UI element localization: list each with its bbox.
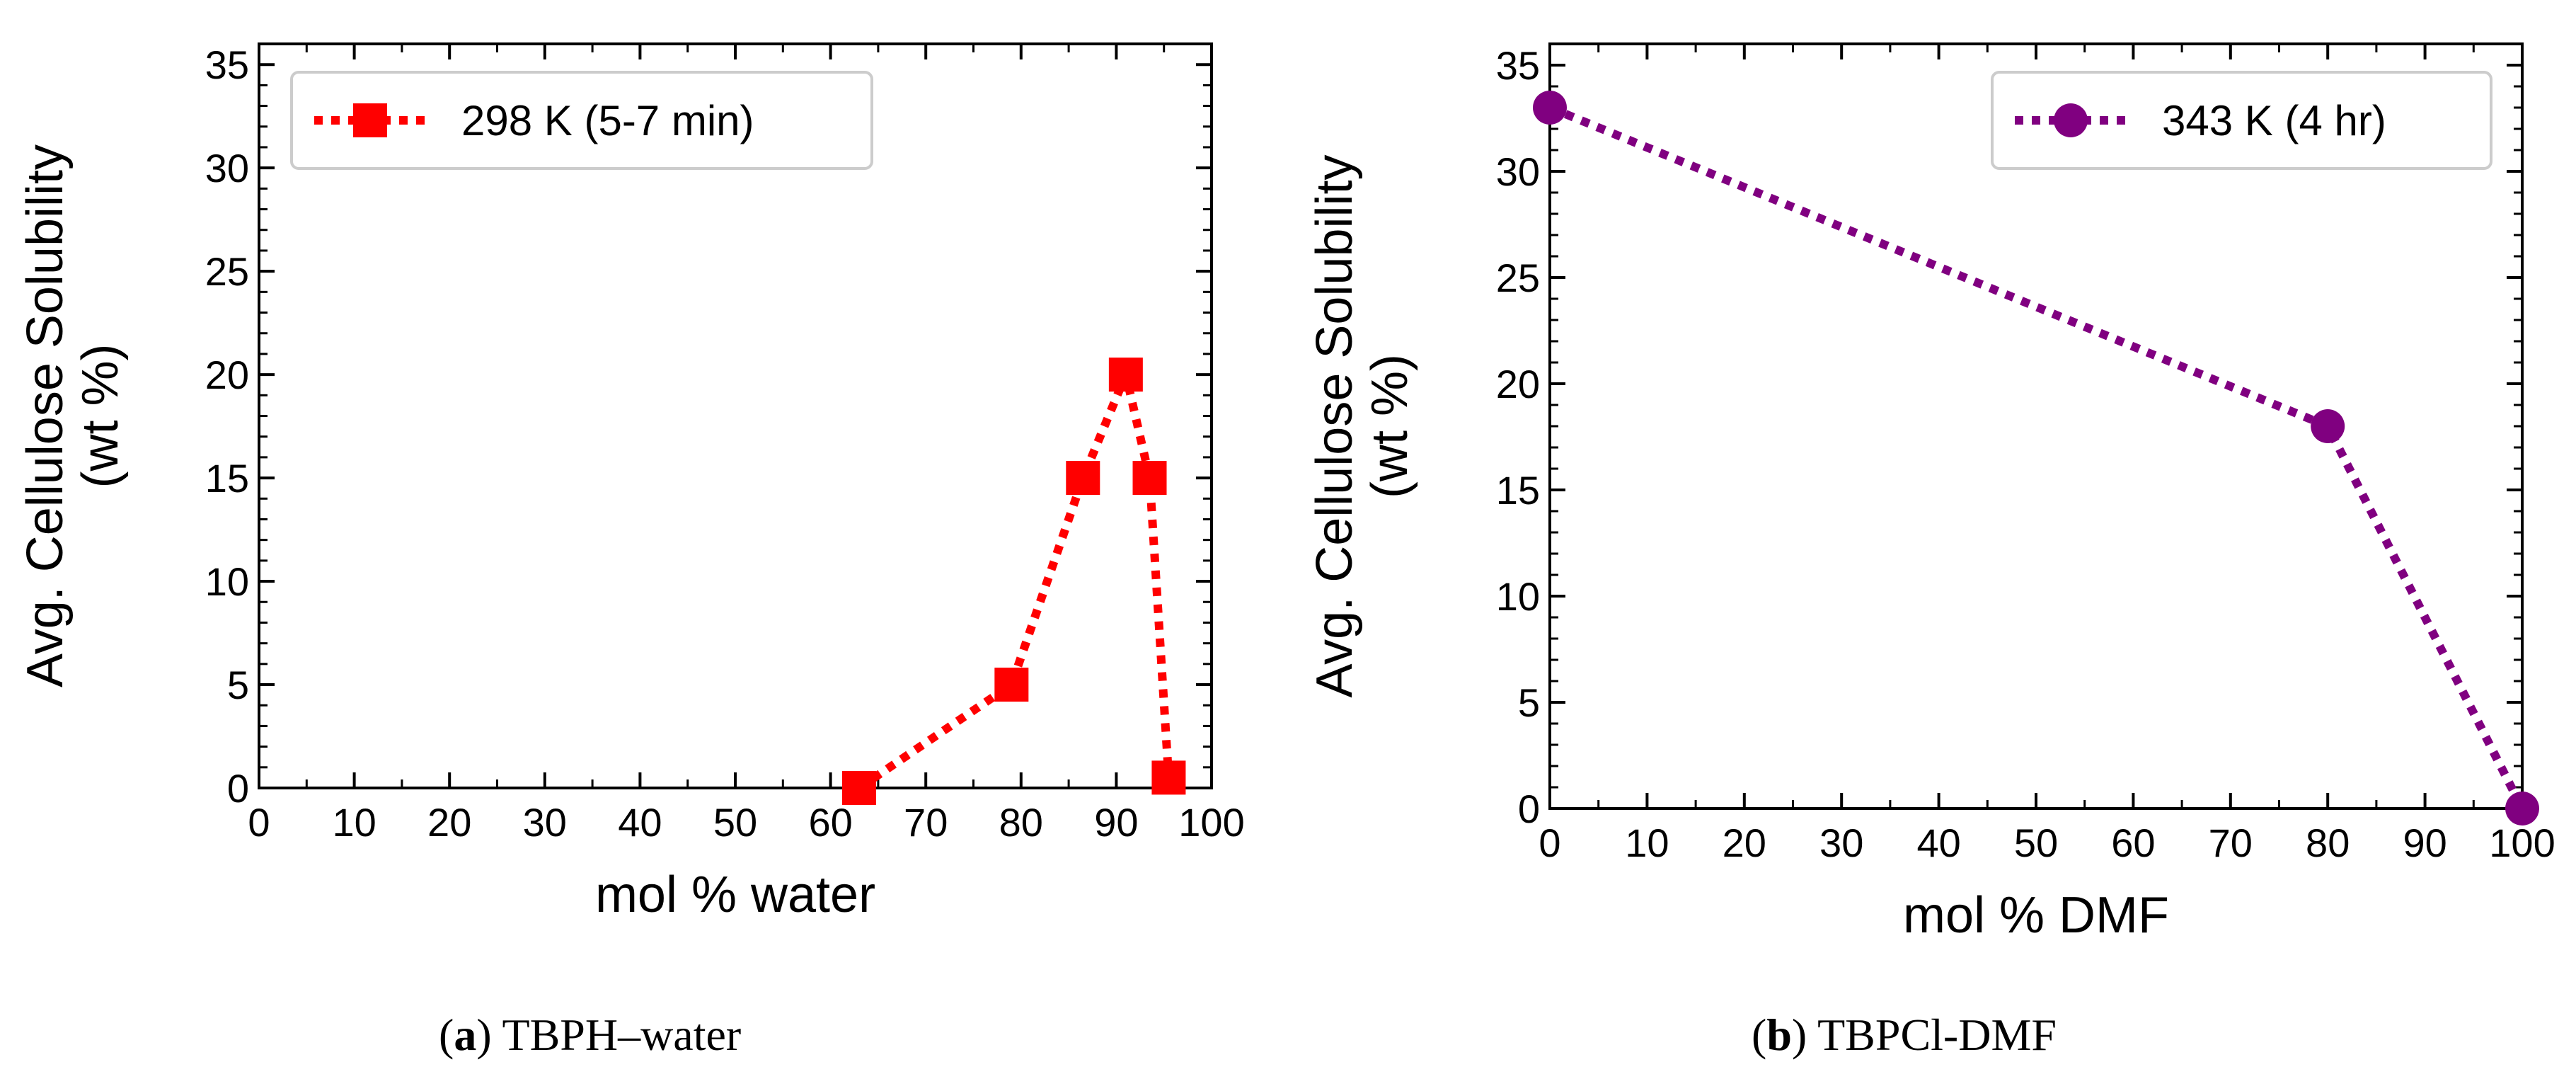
y-tick-label: 0 xyxy=(227,766,249,811)
x-tick-label: 60 xyxy=(808,800,852,845)
data-point xyxy=(2505,792,2539,826)
y-tick-label: 25 xyxy=(1496,256,1540,300)
x-tick-label: 80 xyxy=(2306,821,2350,865)
x-tick-label: 80 xyxy=(999,800,1043,845)
x-tick-label: 30 xyxy=(523,800,567,845)
data-point xyxy=(2311,409,2345,443)
data-point xyxy=(994,668,1029,702)
y-axis-label-units: (wt %) xyxy=(72,344,129,489)
x-tick-label: 30 xyxy=(1819,821,1863,865)
y-axis-label: Avg. Cellulose Solubility xyxy=(17,144,74,687)
x-tick-label: 40 xyxy=(1916,821,1960,865)
x-tick-label: 60 xyxy=(2111,821,2155,865)
y-tick-label: 15 xyxy=(1496,468,1540,513)
x-tick-label: 100 xyxy=(2489,821,2555,865)
panel-caption: (b) TBPCl-DMF xyxy=(1752,1010,2057,1060)
x-tick-label: 0 xyxy=(1539,821,1560,865)
y-tick-label: 5 xyxy=(1518,680,1540,725)
legend-box xyxy=(1991,71,2492,170)
y-tick-label: 15 xyxy=(205,456,249,501)
y-tick-label: 35 xyxy=(205,42,249,87)
x-axis-label: mol % water xyxy=(595,867,875,923)
y-tick-label: 0 xyxy=(1518,787,1540,831)
x-tick-label: 50 xyxy=(2014,821,2058,865)
x-tick-label: 0 xyxy=(248,800,270,845)
data-point xyxy=(1108,358,1143,392)
x-tick-label: 20 xyxy=(1723,821,1766,865)
data-point xyxy=(1533,91,1567,125)
y-tick-label: 30 xyxy=(1496,149,1540,194)
y-tick-label: 5 xyxy=(227,663,249,707)
y-axis-label: Avg. Cellulose Solubility xyxy=(1306,154,1363,697)
y-tick-label: 20 xyxy=(1496,362,1540,406)
series-line xyxy=(856,360,1173,792)
x-axis-label: mol % DMF xyxy=(1903,887,2169,944)
legend-marker xyxy=(2054,103,2088,137)
x-tick-label: 100 xyxy=(1178,800,1244,845)
chart-panel-a: 0 10 20 30 40 50 60 70 80 90 100 0 5 10 15 20 25 30 35 mol … xyxy=(17,42,1245,1060)
legend-label: 343 K (4 hr) xyxy=(2162,97,2386,144)
y-tick-label: 20 xyxy=(205,353,249,397)
y-axis-label-units: (wt %) xyxy=(1362,354,1418,498)
x-tick-label: 20 xyxy=(427,800,471,845)
x-tick-label: 10 xyxy=(1625,821,1669,865)
y-tick-label: 10 xyxy=(1496,574,1540,619)
data-point xyxy=(1066,461,1100,496)
legend-box xyxy=(290,71,873,170)
legend-marker xyxy=(353,103,387,137)
x-tick-label: 50 xyxy=(713,800,757,845)
data-point xyxy=(841,771,876,805)
chart-panel-b: 0 10 20 30 40 50 60 70 80 90 100 0 5 10 15 20 25 30 35 mol … xyxy=(1306,42,2555,1060)
x-tick-label: 70 xyxy=(904,800,948,845)
y-tick-label: 10 xyxy=(205,559,249,604)
data-point xyxy=(1151,760,1186,795)
x-tick-label: 90 xyxy=(2403,821,2446,865)
y-tick-label: 35 xyxy=(1496,43,1540,88)
x-tick-label: 90 xyxy=(1094,800,1138,845)
data-point xyxy=(1132,461,1167,496)
x-tick-label: 40 xyxy=(618,800,662,845)
panel-caption: (a) TBPH–water xyxy=(439,1010,741,1060)
x-tick-label: 10 xyxy=(332,800,376,845)
series-line xyxy=(1548,103,2526,811)
y-tick-label: 30 xyxy=(205,146,249,190)
x-tick-label: 70 xyxy=(2209,821,2253,865)
legend-label: 298 K (5-7 min) xyxy=(461,97,754,144)
y-tick-label: 25 xyxy=(205,249,249,294)
